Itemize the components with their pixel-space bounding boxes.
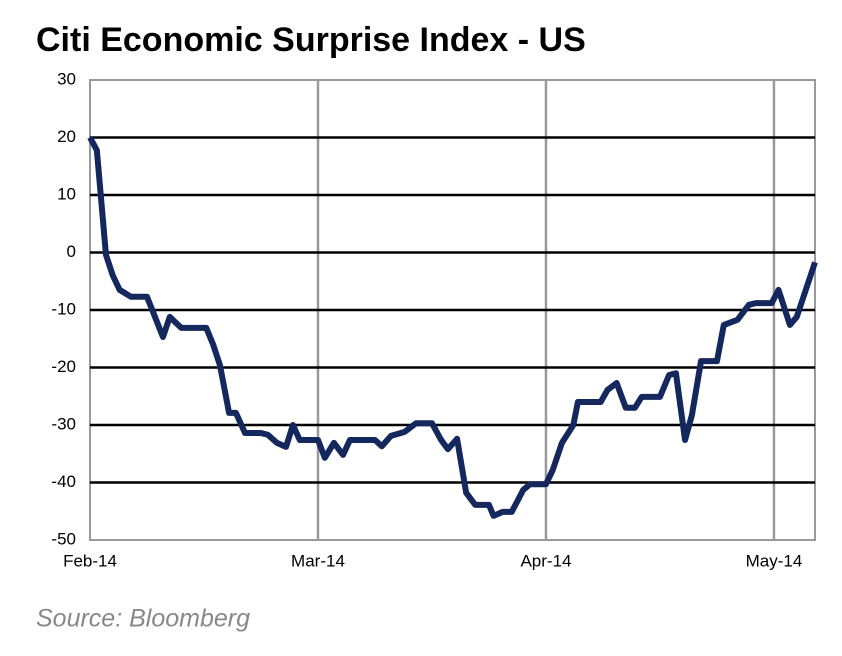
x-tick-label: Mar-14 <box>291 551 345 570</box>
y-tick-label: -10 <box>51 299 76 318</box>
y-tick-label: 20 <box>57 127 76 146</box>
y-tick-label: -30 <box>51 414 76 433</box>
y-tick-label: -40 <box>51 472 76 491</box>
data-line <box>87 136 818 519</box>
y-tick-label: 30 <box>57 69 76 88</box>
y-tick-label: -50 <box>51 529 76 548</box>
x-tick-label: May-14 <box>746 551 803 570</box>
y-tick-label: 0 <box>67 242 76 261</box>
source-note: Source: Bloomberg <box>36 605 250 633</box>
x-tick-label: Apr-14 <box>520 551 571 570</box>
x-tick-label: Feb-14 <box>63 551 117 570</box>
chart-title: Citi Economic Surprise Index - US <box>36 21 586 59</box>
y-tick-label: -20 <box>51 357 76 376</box>
y-tick-label: 10 <box>57 184 76 203</box>
